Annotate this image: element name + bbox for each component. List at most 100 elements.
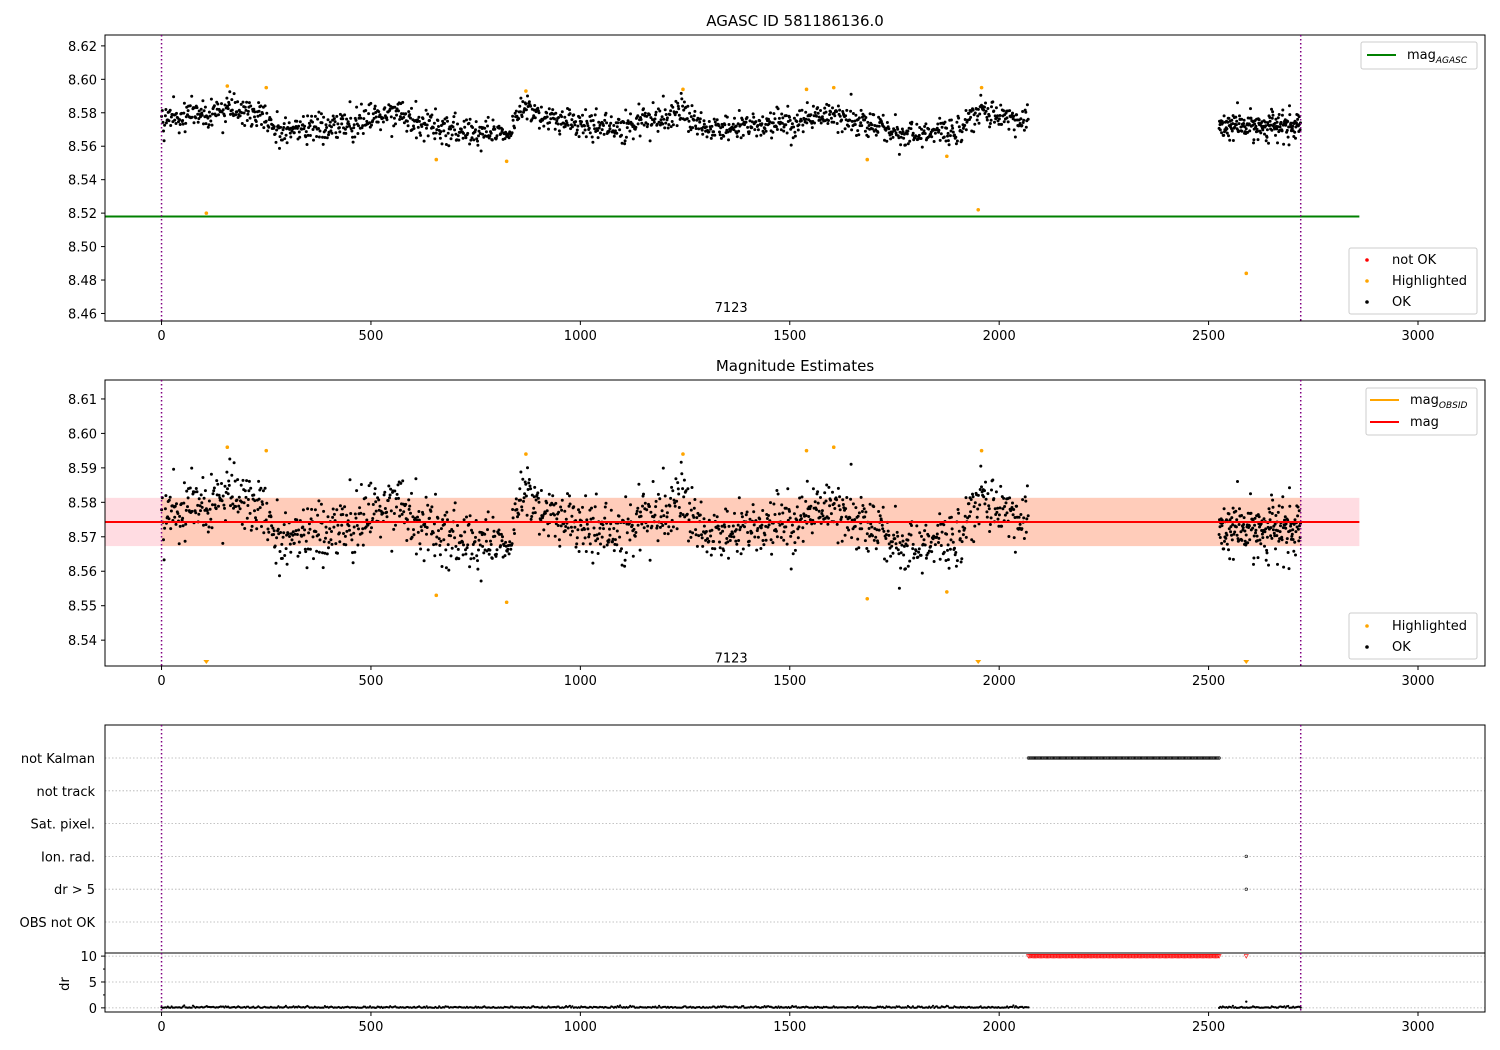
ok-point <box>194 116 198 120</box>
ok-point <box>646 122 650 126</box>
ok-point <box>349 512 353 515</box>
ok-point <box>639 514 643 518</box>
ok-point <box>833 507 837 510</box>
ok-point <box>625 126 629 130</box>
ok-point <box>682 100 686 104</box>
ok-point <box>503 554 507 558</box>
ok-point <box>987 507 991 511</box>
ok-point <box>243 527 247 530</box>
ok-point <box>1001 507 1005 511</box>
ok-point <box>1024 110 1028 114</box>
ok-point <box>332 525 336 529</box>
ok-point <box>343 505 347 509</box>
ok-point <box>935 535 939 539</box>
ok-point <box>683 515 687 519</box>
ok-point <box>436 119 440 122</box>
ok-point <box>899 135 903 139</box>
ok-point <box>932 560 936 563</box>
ok-point <box>960 138 964 142</box>
ok-point <box>333 120 337 124</box>
ok-point <box>1019 513 1023 516</box>
ok-point <box>872 538 876 542</box>
ok-point <box>815 508 818 512</box>
dr-point <box>952 1006 955 1009</box>
ok-point <box>381 116 385 120</box>
x-tick-label: 1500 <box>773 674 806 689</box>
ok-point <box>897 552 901 556</box>
ok-point <box>844 114 848 118</box>
ok-point <box>859 121 863 125</box>
ok-point <box>1227 116 1231 120</box>
legend-label-highlighted: Highlighted <box>1392 619 1467 634</box>
ok-point <box>767 117 770 121</box>
ok-point <box>1230 129 1234 133</box>
ok-point <box>233 479 237 483</box>
ok-point <box>709 534 713 538</box>
ok-point <box>311 128 315 131</box>
highlighted-point <box>804 448 809 453</box>
ok-point <box>672 498 676 502</box>
ok-point <box>999 103 1003 107</box>
ok-point <box>321 566 325 570</box>
ok-point <box>912 556 916 560</box>
ok-point <box>829 498 833 502</box>
ok-point <box>629 503 632 507</box>
ok-point <box>874 535 878 539</box>
ok-point <box>666 532 670 536</box>
ok-point <box>984 101 987 105</box>
ok-point <box>915 122 919 126</box>
ok-point <box>364 496 368 500</box>
ok-point <box>225 96 229 100</box>
ok-point <box>845 526 849 530</box>
ok-point <box>521 100 525 104</box>
ok-point <box>1260 532 1264 536</box>
ok-point <box>191 492 195 496</box>
ok-point <box>881 113 885 117</box>
ok-point <box>788 509 791 513</box>
ok-point <box>807 515 811 518</box>
ok-point <box>629 112 632 116</box>
ok-point <box>1019 117 1023 121</box>
ok-point <box>447 568 451 572</box>
ok-point <box>223 114 226 118</box>
ok-point <box>775 489 779 492</box>
ok-point <box>194 487 198 490</box>
ok-point <box>487 552 491 556</box>
ok-point <box>810 531 814 535</box>
highlighted-point <box>434 157 439 162</box>
ok-point <box>698 120 702 124</box>
ok-point <box>600 128 604 132</box>
ok-point <box>687 539 690 543</box>
ok-point <box>553 513 556 517</box>
ok-point <box>553 117 556 121</box>
ok-point <box>656 539 660 543</box>
ok-point <box>636 122 640 126</box>
plot-frame <box>104 724 1486 1013</box>
y-tick-label: 8.60 <box>68 427 97 442</box>
ok-point <box>827 485 831 489</box>
ok-point <box>1285 128 1289 132</box>
ok-point <box>953 546 956 550</box>
ok-point <box>664 121 668 125</box>
ok-point <box>721 529 725 533</box>
ok-point <box>615 125 619 129</box>
ok-point <box>626 119 630 123</box>
ok-point <box>838 508 842 512</box>
ok-point <box>1022 128 1026 132</box>
flag-row-label: not Kalman <box>21 752 95 767</box>
ok-point <box>351 551 354 555</box>
ok-point <box>247 479 251 483</box>
ok-point <box>178 118 182 122</box>
ok-point <box>543 511 547 515</box>
ok-point <box>338 130 342 134</box>
ok-point <box>253 509 256 513</box>
ok-point <box>656 129 660 133</box>
ok-point <box>407 498 411 502</box>
ok-point <box>860 527 864 531</box>
ok-point <box>828 504 832 508</box>
ok-point <box>755 548 759 552</box>
ok-point <box>453 501 457 505</box>
dr-point <box>568 1004 572 1007</box>
ok-point <box>430 505 434 509</box>
ok-point <box>216 102 220 106</box>
